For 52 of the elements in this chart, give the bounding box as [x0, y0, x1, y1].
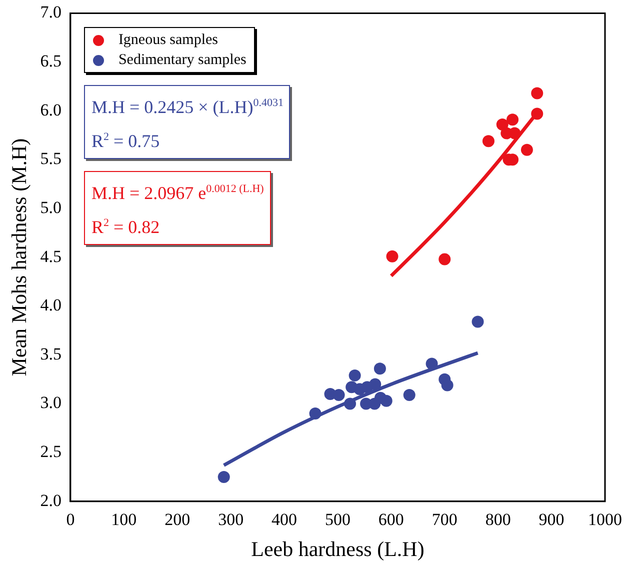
- y-tick-label: 2.5: [40, 442, 62, 462]
- legend-label: Sedimentary samples: [118, 52, 246, 69]
- equation-box: M.H = 2.0967 e$^{0.0012 (L.H)}$ R$^{2}$ = 0.82: [84, 171, 271, 246]
- x-tick-label: 600: [378, 510, 404, 530]
- y-tick-label: 3.0: [40, 393, 62, 412]
- point: [369, 378, 382, 390]
- point: [386, 250, 398, 262]
- point: [403, 388, 416, 401]
- point: [348, 369, 361, 382]
- y-tick-label: 4.5: [40, 246, 62, 266]
- point: [482, 135, 494, 148]
- x-tick-label: 100: [111, 510, 137, 530]
- y-axis-title: Mean Mohs hardness (M.H): [7, 138, 32, 376]
- annotation: R$^{2}$ = 0.75: [91, 130, 161, 154]
- point: [506, 114, 519, 126]
- point: [520, 144, 533, 156]
- point: [438, 253, 451, 266]
- point: [472, 316, 484, 328]
- point: [531, 108, 544, 120]
- point: [218, 470, 230, 483]
- y-tick-label: 5.5: [40, 149, 62, 168]
- y-tick-label: 6.0: [40, 100, 62, 120]
- y-tick-label: 5.0: [40, 198, 62, 217]
- legend-label: Igneous samples: [118, 32, 218, 49]
- point: [531, 87, 544, 100]
- y-tick-label: 6.5: [40, 51, 62, 70]
- x-tick-label: 0: [66, 510, 75, 530]
- x-axis-title: Leeb hardness (L.H): [251, 536, 424, 561]
- point: [380, 394, 392, 407]
- point: [309, 408, 322, 420]
- x-tick-label: 900: [538, 510, 564, 530]
- equation-box: M.H = 0.2425 × (L.H)$^{0.4031}$ R$^{2}$ = 0.75: [84, 85, 290, 160]
- y-tick-label: 7.0: [40, 2, 62, 22]
- x-tick-label: 300: [218, 510, 244, 530]
- x-tick-label: 800: [485, 510, 511, 530]
- x-tick-label: 500: [324, 510, 350, 530]
- annotation: M.H = 2.0967 e$^{0.0012 (L.H)}$: [91, 182, 264, 206]
- x-tick-label: 200: [164, 510, 190, 530]
- point: [426, 358, 438, 370]
- line-series: [222, 351, 480, 468]
- point: [374, 362, 386, 375]
- point: [441, 379, 454, 392]
- point: [332, 388, 345, 401]
- annotation: M.H = 0.2425 × (L.H)$^{0.4031}$: [91, 96, 284, 120]
- y-tick-label: 3.5: [40, 344, 62, 364]
- y-tick-label: 4.0: [40, 296, 62, 315]
- y-tick-label: 2.0: [40, 490, 62, 510]
- x-tick-label: 1000: [588, 510, 622, 530]
- x-tick-label: 700: [432, 510, 458, 530]
- annotation: R$^{2}$ = 0.82: [91, 216, 161, 240]
- x-tick-label: 400: [272, 510, 298, 530]
- point: [344, 398, 356, 410]
